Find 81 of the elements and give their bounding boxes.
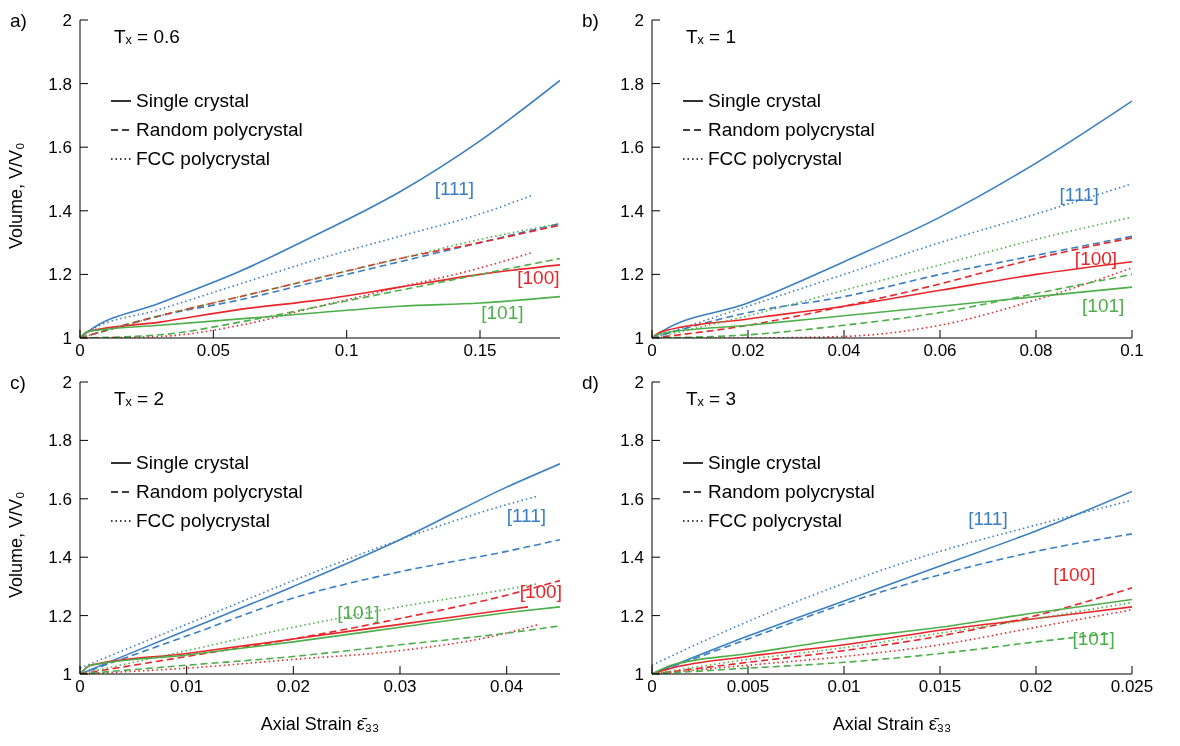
annotation: [111] — [1059, 183, 1099, 205]
x-axis-title: Axial Strain ε̄₃₃ — [260, 714, 380, 734]
y-tick-label: 1.2 — [620, 606, 644, 626]
y-tick-label: 1.2 — [620, 265, 644, 285]
y-tick-label: 1.8 — [48, 431, 72, 451]
annotation: Random polycrystal — [136, 118, 303, 142]
annotation: Random polycrystal — [708, 118, 875, 142]
y-tick-label: 2 — [634, 11, 644, 31]
annotation: FCC polycrystal — [708, 147, 843, 171]
y-tick-label: 1.4 — [620, 548, 644, 568]
annotation: [101] — [1072, 627, 1115, 649]
annotation: FCC polycrystal — [708, 509, 843, 533]
x-axis-title: Axial Strain ε̄₃₃ — [832, 714, 952, 734]
y-tick-label: 1 — [634, 665, 644, 685]
text: d) — [582, 372, 599, 394]
x-tick-label: 0.05 — [196, 341, 230, 361]
x-tick-label: 0 — [75, 341, 85, 361]
x-tick-label: 0 — [647, 677, 657, 697]
annotation: Single crystal — [708, 89, 821, 113]
x-tick-label: 0.02 — [1019, 677, 1053, 697]
annotation: [100] — [1074, 248, 1118, 270]
x-tick-label: 0.03 — [383, 677, 417, 697]
y-tick-label: 2 — [62, 11, 72, 31]
x-tick-label: 0.02 — [731, 341, 765, 361]
y-tick-label: 1.8 — [48, 74, 72, 94]
y-tick-label: 1.8 — [620, 74, 644, 94]
x-tick-label: 0.04 — [490, 677, 524, 697]
x-tick-label: 0 — [647, 341, 657, 361]
x-tick-label: 0.02 — [276, 677, 310, 697]
x-tick-label: 0.01 — [170, 677, 204, 697]
y-tick-label: 2 — [634, 373, 644, 393]
annotation: [111] — [968, 508, 1008, 530]
annotation: FCC polycrystal — [136, 147, 271, 171]
y-tick-label: 1.4 — [48, 201, 72, 221]
x-tick-label: 0.015 — [918, 677, 962, 697]
x-tick-label: 0 — [75, 677, 85, 697]
x-tick-label: 0.08 — [1019, 341, 1053, 361]
y-tick-label: 1.4 — [620, 201, 644, 221]
x-tick-label: 0.005 — [726, 677, 770, 697]
annotation: Random polycrystal — [708, 480, 875, 504]
y-tick-label: 1.4 — [48, 548, 72, 568]
annotation: Single crystal — [708, 451, 821, 475]
x-tick-label: 0.1 — [1120, 341, 1144, 361]
annotation: [111] — [506, 505, 547, 527]
x-tick-label: 0.1 — [334, 341, 359, 361]
y-tick-label: 1.2 — [48, 606, 72, 626]
x-tick-label: 0.04 — [827, 341, 861, 361]
y-axis-title: Volume, V/V₀ — [6, 491, 27, 598]
y-tick-label: 1.8 — [620, 431, 644, 451]
annotation: Random polycrystal — [136, 480, 303, 504]
y-tick-label: 2 — [62, 373, 72, 393]
annotation: [101] — [337, 601, 380, 623]
y-tick-label: 1.2 — [48, 265, 72, 285]
chart-title: Tₓ = 2 — [114, 388, 165, 410]
annotation: Single crystal — [136, 451, 249, 475]
annotation: FCC polycrystal — [136, 509, 271, 533]
x-tick-label: 0.025 — [1110, 677, 1154, 697]
text: c) — [10, 372, 26, 394]
y-tick-label: 1 — [62, 329, 72, 349]
annotation: [111] — [434, 177, 475, 199]
annotation: [101] — [481, 301, 524, 323]
annotation: Single crystal — [136, 89, 249, 113]
y-tick-label: 1 — [634, 329, 644, 349]
annotation: [100] — [517, 266, 560, 288]
y-tick-label: 1.6 — [48, 138, 72, 158]
x-tick-label: 0.06 — [923, 341, 957, 361]
x-tick-label: 0.15 — [463, 341, 497, 361]
y-tick-label: 1.6 — [620, 138, 644, 158]
y-tick-label: 1.6 — [48, 489, 72, 509]
annotation: [100] — [519, 581, 562, 603]
annotation: [101] — [1082, 295, 1125, 317]
y-tick-label: 1 — [62, 665, 72, 685]
chart-title: Tₓ = 1 — [686, 26, 737, 48]
chart-title: Tₓ = 3 — [686, 388, 737, 410]
x-tick-label: 0.01 — [827, 677, 861, 697]
y-axis-title: Volume, V/V₀ — [6, 142, 27, 249]
text: a) — [10, 10, 27, 32]
chart-title: Tₓ = 0.6 — [114, 26, 180, 48]
text: b) — [582, 10, 599, 32]
y-tick-label: 1.6 — [620, 489, 644, 509]
annotation: [100] — [1053, 563, 1096, 585]
